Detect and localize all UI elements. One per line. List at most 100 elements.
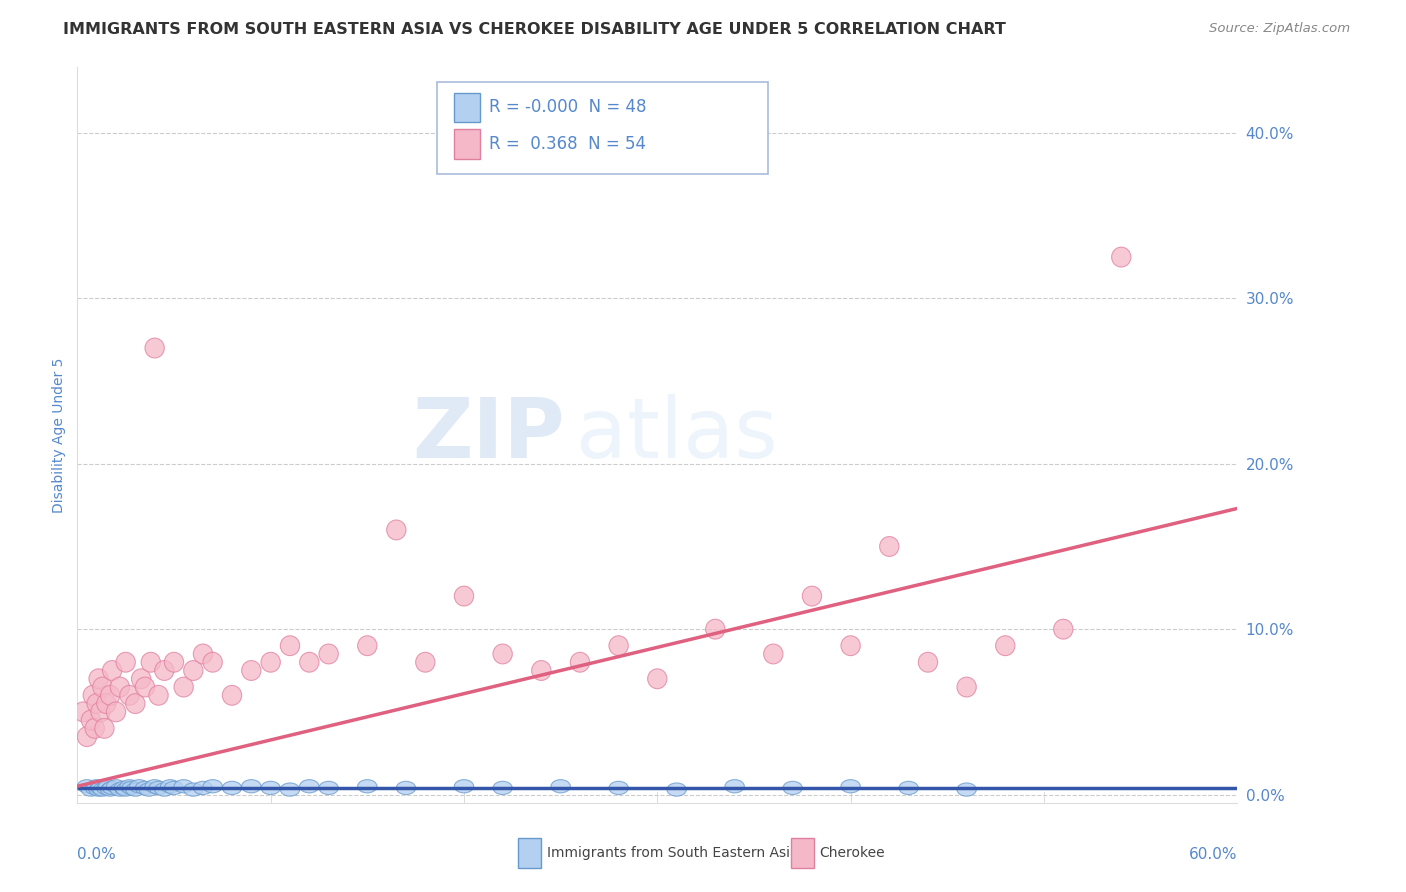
Ellipse shape [202, 780, 222, 793]
Ellipse shape [609, 636, 628, 656]
Ellipse shape [803, 586, 821, 606]
Ellipse shape [262, 652, 280, 673]
Text: Source: ZipAtlas.com: Source: ZipAtlas.com [1209, 22, 1350, 36]
Ellipse shape [91, 702, 110, 722]
Ellipse shape [995, 636, 1015, 656]
Ellipse shape [165, 781, 184, 795]
Ellipse shape [648, 669, 666, 689]
Ellipse shape [174, 677, 194, 697]
Ellipse shape [551, 780, 571, 793]
Ellipse shape [387, 520, 406, 540]
Ellipse shape [165, 652, 184, 673]
Ellipse shape [82, 783, 101, 797]
Text: Cherokee: Cherokee [820, 846, 886, 860]
Ellipse shape [87, 694, 107, 714]
Ellipse shape [666, 783, 686, 797]
Ellipse shape [841, 780, 860, 793]
Ellipse shape [280, 783, 299, 797]
Ellipse shape [454, 586, 474, 606]
FancyBboxPatch shape [790, 838, 814, 868]
Ellipse shape [82, 710, 101, 730]
Ellipse shape [103, 781, 122, 795]
Ellipse shape [101, 783, 120, 797]
Ellipse shape [87, 780, 107, 793]
Ellipse shape [103, 661, 122, 681]
Ellipse shape [706, 619, 725, 639]
Ellipse shape [194, 781, 212, 795]
Ellipse shape [571, 652, 589, 673]
Text: R = -0.000  N = 48: R = -0.000 N = 48 [489, 98, 647, 116]
Ellipse shape [101, 685, 120, 706]
Ellipse shape [184, 661, 202, 681]
Ellipse shape [139, 783, 159, 797]
Ellipse shape [120, 780, 139, 793]
Ellipse shape [115, 652, 135, 673]
Ellipse shape [77, 727, 97, 747]
Ellipse shape [880, 537, 898, 557]
Ellipse shape [149, 781, 169, 795]
Ellipse shape [93, 677, 112, 697]
Ellipse shape [73, 702, 93, 722]
Ellipse shape [122, 781, 141, 795]
Ellipse shape [319, 781, 339, 795]
Ellipse shape [160, 780, 180, 793]
Ellipse shape [89, 669, 108, 689]
Ellipse shape [957, 783, 976, 797]
Ellipse shape [155, 661, 174, 681]
Ellipse shape [129, 780, 149, 793]
Ellipse shape [357, 780, 377, 793]
FancyBboxPatch shape [454, 93, 479, 122]
Ellipse shape [98, 780, 118, 793]
Ellipse shape [132, 669, 150, 689]
Ellipse shape [184, 783, 202, 797]
Ellipse shape [115, 783, 135, 797]
Ellipse shape [194, 644, 212, 664]
Ellipse shape [77, 780, 97, 793]
Ellipse shape [155, 783, 174, 797]
Ellipse shape [89, 783, 108, 797]
Ellipse shape [898, 781, 918, 795]
Ellipse shape [725, 780, 744, 793]
Ellipse shape [174, 780, 194, 793]
Text: R =  0.368  N = 54: R = 0.368 N = 54 [489, 136, 647, 153]
Ellipse shape [107, 702, 125, 722]
Ellipse shape [280, 636, 299, 656]
FancyBboxPatch shape [454, 129, 479, 159]
Ellipse shape [262, 781, 280, 795]
Ellipse shape [135, 781, 155, 795]
Ellipse shape [86, 781, 104, 795]
Ellipse shape [114, 781, 134, 795]
Ellipse shape [83, 685, 103, 706]
FancyBboxPatch shape [517, 838, 541, 868]
Ellipse shape [222, 685, 242, 706]
Ellipse shape [93, 783, 112, 797]
Ellipse shape [91, 781, 110, 795]
Ellipse shape [125, 694, 145, 714]
Ellipse shape [94, 718, 114, 739]
Ellipse shape [120, 685, 139, 706]
Ellipse shape [416, 652, 434, 673]
Text: ZIP: ZIP [412, 394, 565, 475]
Ellipse shape [918, 652, 938, 673]
Ellipse shape [531, 661, 551, 681]
Ellipse shape [396, 781, 416, 795]
Ellipse shape [357, 636, 377, 656]
Ellipse shape [145, 780, 165, 793]
Ellipse shape [1112, 247, 1130, 267]
Ellipse shape [763, 644, 783, 664]
Ellipse shape [107, 780, 125, 793]
Ellipse shape [454, 780, 474, 793]
Ellipse shape [141, 652, 160, 673]
Ellipse shape [494, 644, 512, 664]
Ellipse shape [609, 781, 628, 795]
Ellipse shape [242, 780, 262, 793]
Ellipse shape [97, 694, 115, 714]
Y-axis label: Disability Age Under 5: Disability Age Under 5 [52, 357, 66, 513]
Ellipse shape [145, 338, 165, 358]
Ellipse shape [841, 636, 860, 656]
Ellipse shape [97, 781, 115, 795]
Ellipse shape [222, 781, 242, 795]
Ellipse shape [494, 781, 512, 795]
Ellipse shape [319, 644, 339, 664]
Text: IMMIGRANTS FROM SOUTH EASTERN ASIA VS CHEROKEE DISABILITY AGE UNDER 5 CORRELATIO: IMMIGRANTS FROM SOUTH EASTERN ASIA VS CH… [63, 22, 1007, 37]
